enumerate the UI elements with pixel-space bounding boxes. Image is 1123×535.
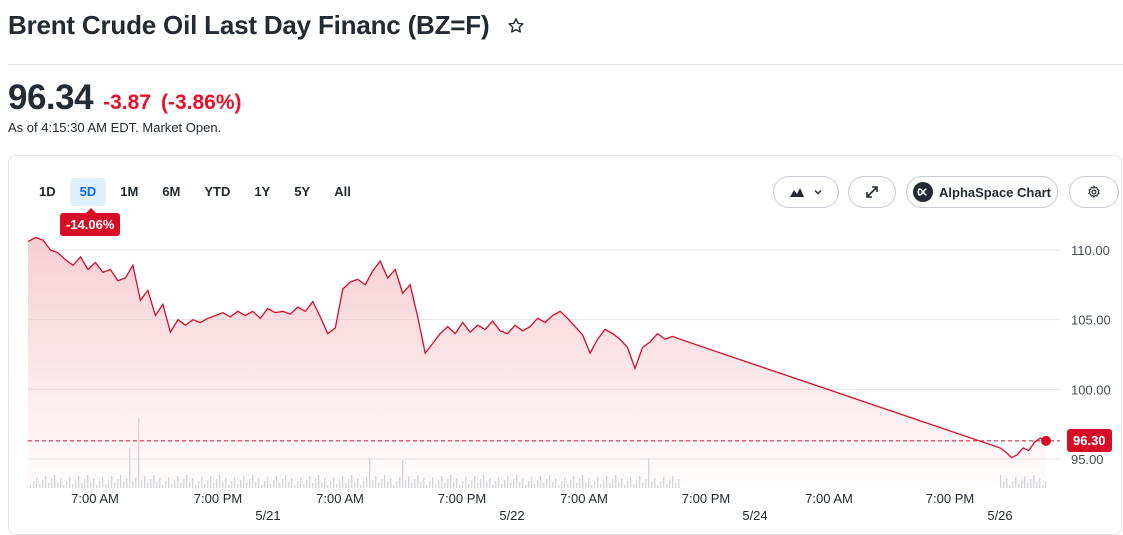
x-tick-label: 7:00 PM [438,491,486,506]
market-status: As of 4:15:30 AM EDT. Market Open. [8,120,222,135]
range-ytd[interactable]: YTD [204,184,231,199]
x-date-label: 5/22 [499,508,524,523]
page-title: Brent Crude Oil Last Day Financ (BZ=F) [8,10,490,40]
x-axis: 7:00 AM 7:00 PM 7:00 AM 7:00 PM 7:00 AM 7:00 … [71,491,1013,523]
gear-icon [1088,185,1100,198]
x-date-label: 5/24 [742,508,767,523]
y-tick-label: 110.00 [1071,243,1110,258]
price-line [27,236,1047,459]
price-area [28,237,1046,488]
range-1y[interactable]: 1Y [254,184,271,199]
x-tick-label: 7:00 PM [194,491,242,506]
y-tick-label: 95.00 [1071,452,1104,467]
y-tick-label: 105.00 [1071,313,1111,328]
range-selector: 1D 5D 1M 6M YTD 1Y 5Y All [29,178,365,206]
x-date-label: 5/21 [255,508,280,523]
chart-settings-button[interactable] [1069,176,1119,208]
x-tick-label: 7:00 PM [926,491,974,506]
last-price-dot [1041,435,1051,446]
alphaspace-logo-icon [913,182,933,202]
price-change-percent: (-3.86%) [160,91,242,114]
star-icon[interactable] [505,15,527,37]
range-all[interactable]: All [334,184,351,199]
expand-chart-button[interactable] [848,176,896,208]
header-divider [8,64,1123,65]
range-1m[interactable]: 1M [120,184,139,199]
chevron-down-icon [814,189,822,195]
x-tick-label: 7:00 PM [682,491,730,506]
chart-type-button[interactable] [773,176,839,208]
price-change: -3.87 [103,91,151,114]
range-5y[interactable]: 5Y [294,184,311,199]
expand-icon [866,186,878,198]
x-tick-label: 7:00 AM [805,491,853,506]
alphaspace-chart-button[interactable]: AlphaSpace Chart [906,176,1058,208]
range-1d[interactable]: 1D [39,184,56,199]
y-tick-label: 100.00 [1071,382,1111,397]
x-tick-label: 7:00 AM [71,491,119,506]
price-row: 96.34 -3.87 (-3.86%) [8,78,242,118]
x-date-label: 5/26 [987,508,1012,523]
alphaspace-label: AlphaSpace Chart [939,184,1051,200]
title-row: Brent Crude Oil Last Day Financ (BZ=F) [8,10,527,41]
period-change-badge: -14.06% [60,208,121,236]
range-5d[interactable]: 5D [69,178,107,206]
x-tick-label: 7:00 AM [560,491,608,506]
last-price-badge: 96.30 [1067,429,1112,452]
current-price: 96.34 [8,78,94,117]
mountain-chart-icon [790,188,804,197]
y-axis: 110.00 105.00 100.00 95.00 [1071,243,1111,467]
range-6m[interactable]: 6M [162,184,181,199]
x-tick-label: 7:00 AM [316,491,364,506]
